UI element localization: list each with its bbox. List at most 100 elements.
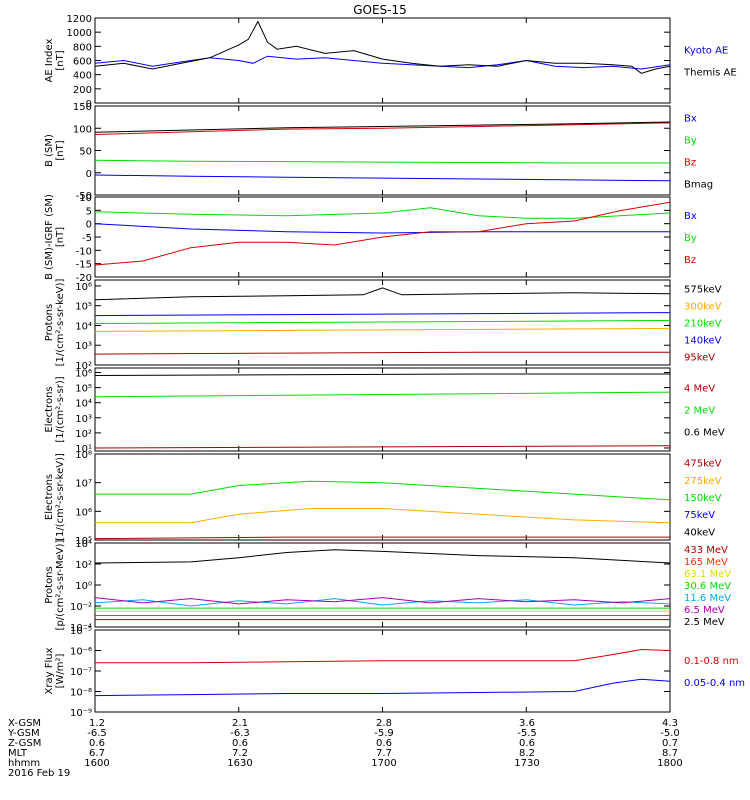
legend-entry: 0.05-0.4 nm: [684, 678, 745, 689]
orbit-row-value: 4.3: [662, 718, 678, 729]
y-tick-label: -15: [76, 260, 92, 271]
series-line-bz: [94, 201, 671, 266]
series-line-by: [94, 159, 670, 164]
y-tick-label: 150: [73, 102, 92, 113]
y-tick-label: 10⁴: [75, 321, 92, 332]
legend-entry: 6.5 MeV: [684, 605, 725, 616]
orbit-row-value: 7.7: [376, 748, 392, 759]
y-tick-label: -50: [76, 191, 92, 202]
legend-entry: 433 MeV: [684, 545, 728, 556]
y-tick-label: 800: [73, 42, 92, 53]
orbit-row-value: -6.5: [87, 728, 107, 739]
panel-frame: [94, 367, 671, 452]
y-tick-label: 10⁵: [75, 302, 92, 313]
orbit-row-value: 6.7: [89, 748, 105, 759]
legend-entry: Themis AE: [683, 68, 737, 79]
orbit-row-value: 1730: [514, 758, 539, 769]
orbit-row-value: 2.8: [376, 718, 392, 729]
orbit-row-value: 8.7: [662, 748, 678, 759]
legend-entry: 4 MeV: [684, 384, 715, 395]
series-line-by: [94, 207, 671, 219]
y-tick-label: 10⁻⁴: [70, 623, 92, 634]
series-line-4-mev: [94, 445, 671, 449]
y-tick-label: 10⁷: [75, 479, 92, 490]
orbit-row-value: 1.2: [89, 718, 105, 729]
y-tick-label: 100: [73, 124, 92, 135]
series-line-2-5-mev: [94, 549, 671, 564]
orbit-row-value: 8.2: [519, 748, 535, 759]
legend-entry: 11.6 MeV: [684, 593, 731, 604]
y-axis-label-line: Electrons: [44, 474, 55, 520]
y-tick-label: 0: [86, 169, 92, 180]
legend-entry: 30.6 MeV: [684, 581, 731, 592]
orbit-row-value: 2.1: [232, 718, 248, 729]
orbit-row-label: hhmm: [8, 758, 40, 769]
y-tick-label: 10⁻⁶: [70, 647, 92, 658]
y-axis-label: Electrons[1/(cm²-s-sr)]: [44, 376, 66, 442]
y-axis-label-line: B (SM)-IGRF (SM): [44, 194, 55, 280]
y-tick-label: 10¹: [75, 444, 92, 455]
legend-entry: 0.6 MeV: [684, 428, 725, 439]
y-tick-label: 10⁶: [75, 507, 92, 518]
legend-entry: Bx: [684, 114, 697, 125]
series-line-150kev: [95, 480, 671, 501]
orbit-row-value: -5.0: [660, 728, 680, 739]
y-tick-label: 10⁴: [75, 399, 92, 410]
legend-entry: 40keV: [684, 527, 715, 538]
series-line-0-6-mev: [94, 373, 670, 376]
y-axis-label-line: B (SM): [44, 134, 55, 167]
series-line-11-6-mev: [94, 598, 671, 607]
orbit-row-label: MLT: [8, 748, 28, 759]
legend-entry: 275keV: [684, 476, 722, 487]
legend-entry: 63.1 MeV: [684, 569, 731, 580]
legend-entry: 75keV: [684, 510, 715, 521]
y-tick-label: 10²: [75, 560, 92, 571]
y-tick-label: 10⁻⁷: [70, 667, 92, 678]
orbit-row-label: X-GSM: [8, 718, 41, 729]
series-line-bz: [94, 122, 671, 135]
orbit-row-value: -5.5: [517, 728, 537, 739]
y-axis-label-line: Xray Flux: [44, 647, 55, 694]
legend-entry: Bmag: [684, 180, 713, 191]
date-label: 2016 Feb 19: [8, 768, 70, 779]
y-tick-label: 10²: [75, 361, 92, 372]
orbit-row-label: Y-GSM: [7, 728, 40, 739]
legend-entry: Bz: [684, 158, 696, 169]
series-line-6-5-mev: [94, 597, 671, 605]
series-line-bx: [94, 174, 671, 182]
series-line-bmag: [94, 121, 671, 133]
y-axis-label-line: [1/(cm²-s-sr-keV)]: [55, 279, 66, 367]
plot-title: GOES-15: [353, 3, 407, 17]
legend-entry: Bz: [684, 255, 696, 266]
y-axis-label-line: Protons: [44, 566, 55, 603]
y-axis-label-line: Electrons: [44, 386, 55, 432]
y-tick-label: 10⁶: [75, 282, 92, 293]
panel-frame: [94, 105, 671, 196]
panel-xray: 10⁻⁹ 10⁻⁸ 10⁻⁷ 10⁻⁶ 10⁻⁵ Xray Flux[W/m²] 0.1-0…: [44, 626, 745, 719]
y-tick-label: 600: [73, 57, 92, 68]
series-line-300kev: [94, 327, 671, 332]
y-tick-label: 10: [79, 193, 92, 204]
y-axis-label-line: [W/m²]: [55, 653, 66, 688]
y-axis-label: B (SM)-IGRF (SM)[nT]: [44, 194, 66, 280]
y-tick-label: 200: [73, 85, 92, 96]
y-axis-label: Protons[p/(cm²-s-sr-MeV)]: [44, 539, 66, 630]
orbit-row-value: 1600: [84, 758, 109, 769]
y-axis-label: Electrons[1/(cm²-s-sr-keV)]: [44, 453, 66, 541]
y-tick-label: 10⁴: [75, 539, 92, 550]
series-line-140kev: [94, 312, 671, 317]
y-tick-label: 5: [86, 206, 92, 217]
y-tick-label: 10²: [75, 429, 92, 440]
legend-entry: 2.5 MeV: [684, 617, 725, 628]
panel-frame: [94, 17, 671, 104]
panel-protons_high: 10⁻⁴ 10⁻² 10⁰ 10² 10⁴ Protons[p/(cm²-s-sr-MeV…: [44, 539, 731, 634]
y-axis-label-line: AE Index: [44, 38, 55, 82]
panel-protons_low: 10² 10³ 10⁴ 10⁵ 10⁶ Protons[1/(cm²-s-sr-keV)]…: [44, 279, 722, 372]
legend-entry: 2 MeV: [684, 406, 715, 417]
panel-frame: [94, 542, 671, 628]
orbit-row-value: 3.6: [519, 718, 535, 729]
series-line-475kev: [94, 536, 670, 540]
legend-entry: By: [684, 136, 697, 147]
